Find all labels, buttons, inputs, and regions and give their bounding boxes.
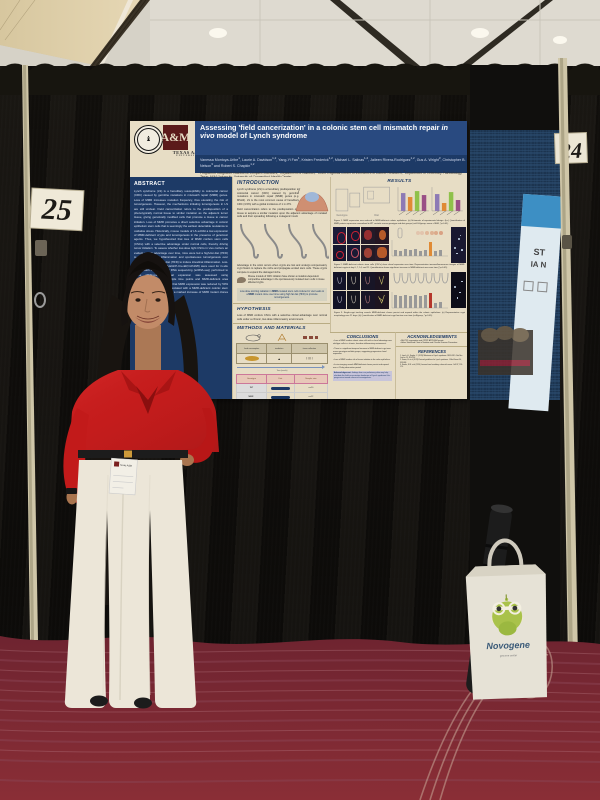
- svg-text:Novogene: Novogene: [486, 640, 530, 652]
- svg-text:genome center: genome center: [500, 653, 518, 658]
